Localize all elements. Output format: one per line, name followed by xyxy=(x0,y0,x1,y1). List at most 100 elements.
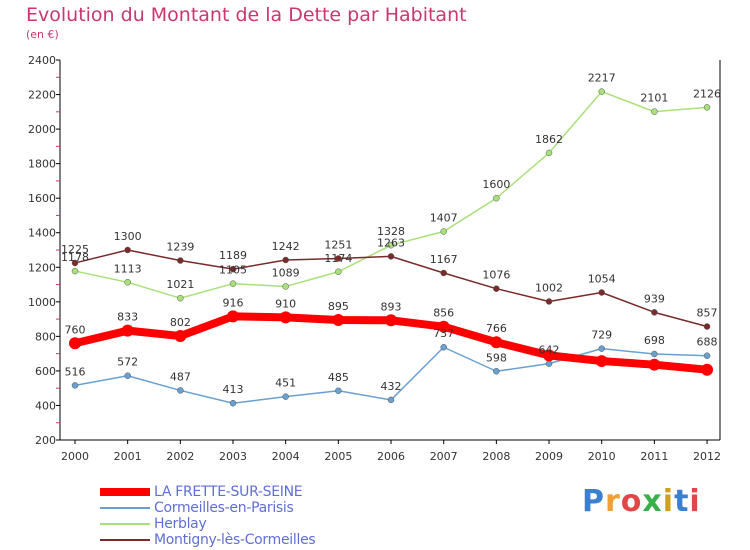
data-point xyxy=(227,310,240,323)
legend-swatch xyxy=(100,523,150,525)
y-tick-label: 1400 xyxy=(28,227,56,240)
y-tick-label: 1000 xyxy=(28,296,56,309)
x-tick-label: 2005 xyxy=(324,450,352,463)
legend-label: Montigny-lès-Cormeilles xyxy=(154,532,316,548)
data-point xyxy=(490,336,503,349)
data-label: 516 xyxy=(65,365,86,378)
data-label: 598 xyxy=(486,351,507,364)
data-label: 729 xyxy=(591,329,612,342)
data-point xyxy=(282,256,289,264)
data-point xyxy=(174,330,187,343)
data-point xyxy=(124,279,131,286)
legend-swatch xyxy=(100,488,150,496)
legend-swatch xyxy=(100,539,150,541)
data-point xyxy=(335,255,342,262)
data-label: 1239 xyxy=(166,241,194,254)
y-tick-label: 1200 xyxy=(28,261,56,274)
logo-letter: r xyxy=(605,484,621,519)
data-point xyxy=(279,311,292,324)
data-point xyxy=(69,337,81,350)
y-tick-label: 2200 xyxy=(28,89,56,102)
data-label: 485 xyxy=(328,371,349,384)
data-label: 737 xyxy=(433,327,454,340)
data-point xyxy=(545,360,553,367)
data-label: 1263 xyxy=(377,236,405,249)
data-point xyxy=(598,345,605,352)
data-point xyxy=(387,241,395,249)
data-point xyxy=(648,358,661,371)
data-point xyxy=(177,294,184,302)
data-label: 688 xyxy=(697,336,718,349)
data-label: 451 xyxy=(275,377,296,390)
data-label: 642 xyxy=(539,344,560,357)
y-tick-label: 2400 xyxy=(28,54,56,67)
data-label: 572 xyxy=(117,356,138,369)
logo-letter: P xyxy=(582,484,605,519)
data-point xyxy=(545,298,553,305)
data-point xyxy=(335,387,342,395)
data-point xyxy=(335,268,342,276)
data-point xyxy=(598,88,605,95)
data-point xyxy=(651,350,658,358)
logo-letter: t xyxy=(674,484,690,519)
chart-subtitle: (en €) xyxy=(26,28,59,41)
data-point xyxy=(543,349,556,362)
legend-label: Herblay xyxy=(154,516,207,532)
chart-series xyxy=(69,88,714,407)
chart-axes: 200 400 600 800 1000 1200 1400 1600 1800 2000 2200… xyxy=(28,54,721,463)
data-point xyxy=(493,194,500,202)
x-tick-label: 2000 xyxy=(61,450,89,463)
data-point xyxy=(703,323,711,330)
data-label: 916 xyxy=(223,296,244,309)
data-point xyxy=(71,259,79,267)
data-label: 1178 xyxy=(61,251,89,264)
x-tick-label: 2006 xyxy=(377,450,405,463)
data-label: 1225 xyxy=(61,243,89,256)
data-label: 2126 xyxy=(693,87,721,100)
data-label: 2101 xyxy=(640,92,668,105)
chart-title: Evolution du Montant de la Dette par Hab… xyxy=(26,4,467,26)
data-point xyxy=(229,265,237,273)
x-tick-label: 2008 xyxy=(482,450,510,463)
data-point xyxy=(385,314,398,327)
data-label: 857 xyxy=(697,307,718,320)
data-point xyxy=(598,289,605,296)
data-label: 893 xyxy=(381,300,402,313)
logo-letter: o xyxy=(620,484,643,519)
data-label: 766 xyxy=(486,322,507,335)
y-tick-label: 600 xyxy=(35,365,56,378)
data-point xyxy=(651,309,658,316)
data-point xyxy=(701,363,714,376)
data-label: 1189 xyxy=(219,249,247,262)
data-point xyxy=(387,253,395,260)
data-point xyxy=(545,149,553,157)
y-tick-label: 200 xyxy=(35,434,56,447)
data-label: 1862 xyxy=(535,133,563,146)
logo-letter: i xyxy=(662,484,675,519)
data-label: 1113 xyxy=(114,262,142,275)
data-label: 833 xyxy=(117,311,138,324)
data-point xyxy=(177,257,184,264)
data-label: 895 xyxy=(328,300,349,313)
data-label: 413 xyxy=(223,383,244,396)
data-point xyxy=(651,108,658,115)
data-point xyxy=(440,228,447,235)
data-label: 1076 xyxy=(482,269,510,282)
logo-letter: i xyxy=(689,484,701,519)
y-tick-label: 800 xyxy=(35,330,56,343)
data-label: 432 xyxy=(381,380,402,393)
data-label: 1300 xyxy=(114,230,142,243)
y-tick-label: 400 xyxy=(35,399,56,412)
data-point xyxy=(177,387,184,394)
data-label: 939 xyxy=(644,292,665,305)
data-point xyxy=(282,393,289,400)
legend-swatch xyxy=(100,507,150,509)
data-label: 802 xyxy=(170,316,191,329)
data-point xyxy=(387,396,395,404)
x-tick-label: 2004 xyxy=(272,450,300,463)
data-label: 1054 xyxy=(588,272,616,285)
data-label: 1021 xyxy=(166,278,194,291)
data-point xyxy=(229,399,237,407)
data-label: 760 xyxy=(65,323,86,336)
